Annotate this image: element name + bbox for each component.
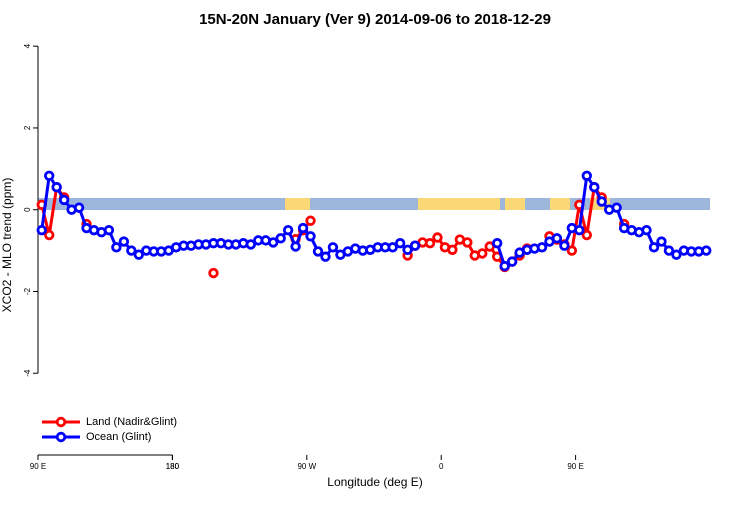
land-patch	[550, 198, 570, 210]
data-point	[574, 224, 585, 236]
y-tick-label: -2	[23, 287, 32, 295]
data-point	[663, 245, 675, 256]
data-point	[111, 242, 122, 253]
data-point	[536, 242, 548, 253]
data-point	[73, 202, 85, 213]
x-tick-label: 90 E	[567, 462, 583, 471]
data-point	[581, 170, 592, 181]
x-tick-label: 180	[166, 462, 180, 471]
x-axis-label: Longitude (deg E)	[327, 475, 422, 489]
x-tick-label: 90 E	[30, 462, 46, 471]
data-point	[268, 237, 279, 248]
legend-marker	[55, 416, 67, 428]
data-point	[424, 238, 436, 249]
data-point	[447, 244, 458, 255]
chart-title: 15N-20N January (Ver 9) 2014-09-06 to 20…	[199, 11, 551, 28]
data-point	[282, 224, 294, 236]
data-point	[648, 242, 660, 253]
map-strip	[38, 198, 710, 210]
data-point	[126, 245, 137, 256]
data-point	[506, 256, 518, 267]
data-point	[492, 238, 503, 249]
ocean-strip	[38, 198, 710, 210]
data-point	[133, 249, 144, 260]
data-point	[245, 239, 256, 250]
data-point	[566, 245, 578, 256]
x-tick-label: 180	[166, 462, 180, 471]
data-point	[305, 231, 316, 242]
data-point	[589, 182, 600, 193]
legend-label: Land (Nadir&Glint)	[86, 416, 177, 428]
data-point	[701, 245, 712, 256]
land-patch	[285, 198, 310, 210]
data-point	[118, 236, 130, 247]
data-point	[462, 237, 473, 248]
land-patch	[418, 198, 500, 210]
y-tick-label: 4	[23, 43, 32, 48]
data-point	[387, 242, 398, 253]
data-point	[297, 222, 309, 234]
data-point	[581, 229, 592, 241]
data-point	[327, 242, 339, 253]
data-point	[409, 240, 421, 251]
data-point	[312, 246, 324, 257]
legend-label: Ocean (Glint)	[86, 431, 151, 443]
y-tick-label: 0	[23, 207, 32, 212]
data-point	[275, 233, 286, 244]
data-point	[559, 240, 570, 251]
data-point	[44, 229, 55, 241]
data-point	[208, 267, 219, 279]
x-tick-label: 90 W	[297, 462, 316, 471]
data-point	[402, 244, 413, 255]
x-tick-label: 0	[439, 462, 444, 471]
data-point	[103, 224, 115, 236]
y-tick-label: 2	[23, 125, 32, 130]
data-point	[320, 251, 331, 262]
data-point	[44, 170, 55, 181]
data-point	[596, 196, 607, 207]
land-patch	[505, 198, 525, 210]
data-point	[290, 241, 301, 252]
data-point	[58, 194, 70, 206]
data-point	[394, 238, 406, 249]
data-point	[611, 202, 622, 213]
data-point	[551, 233, 563, 244]
legend-marker	[55, 431, 67, 443]
y-tick-label: -4	[23, 369, 32, 377]
data-point	[305, 215, 316, 226]
data-point	[36, 224, 47, 236]
data-point	[656, 236, 667, 247]
data-point	[641, 224, 652, 236]
data-point	[477, 248, 488, 259]
data-point	[671, 249, 682, 260]
data-point	[432, 232, 443, 243]
y-axis-label: XCO2 - MLO trend (ppm)	[0, 178, 14, 313]
data-point	[51, 182, 62, 193]
data-point	[499, 260, 510, 272]
